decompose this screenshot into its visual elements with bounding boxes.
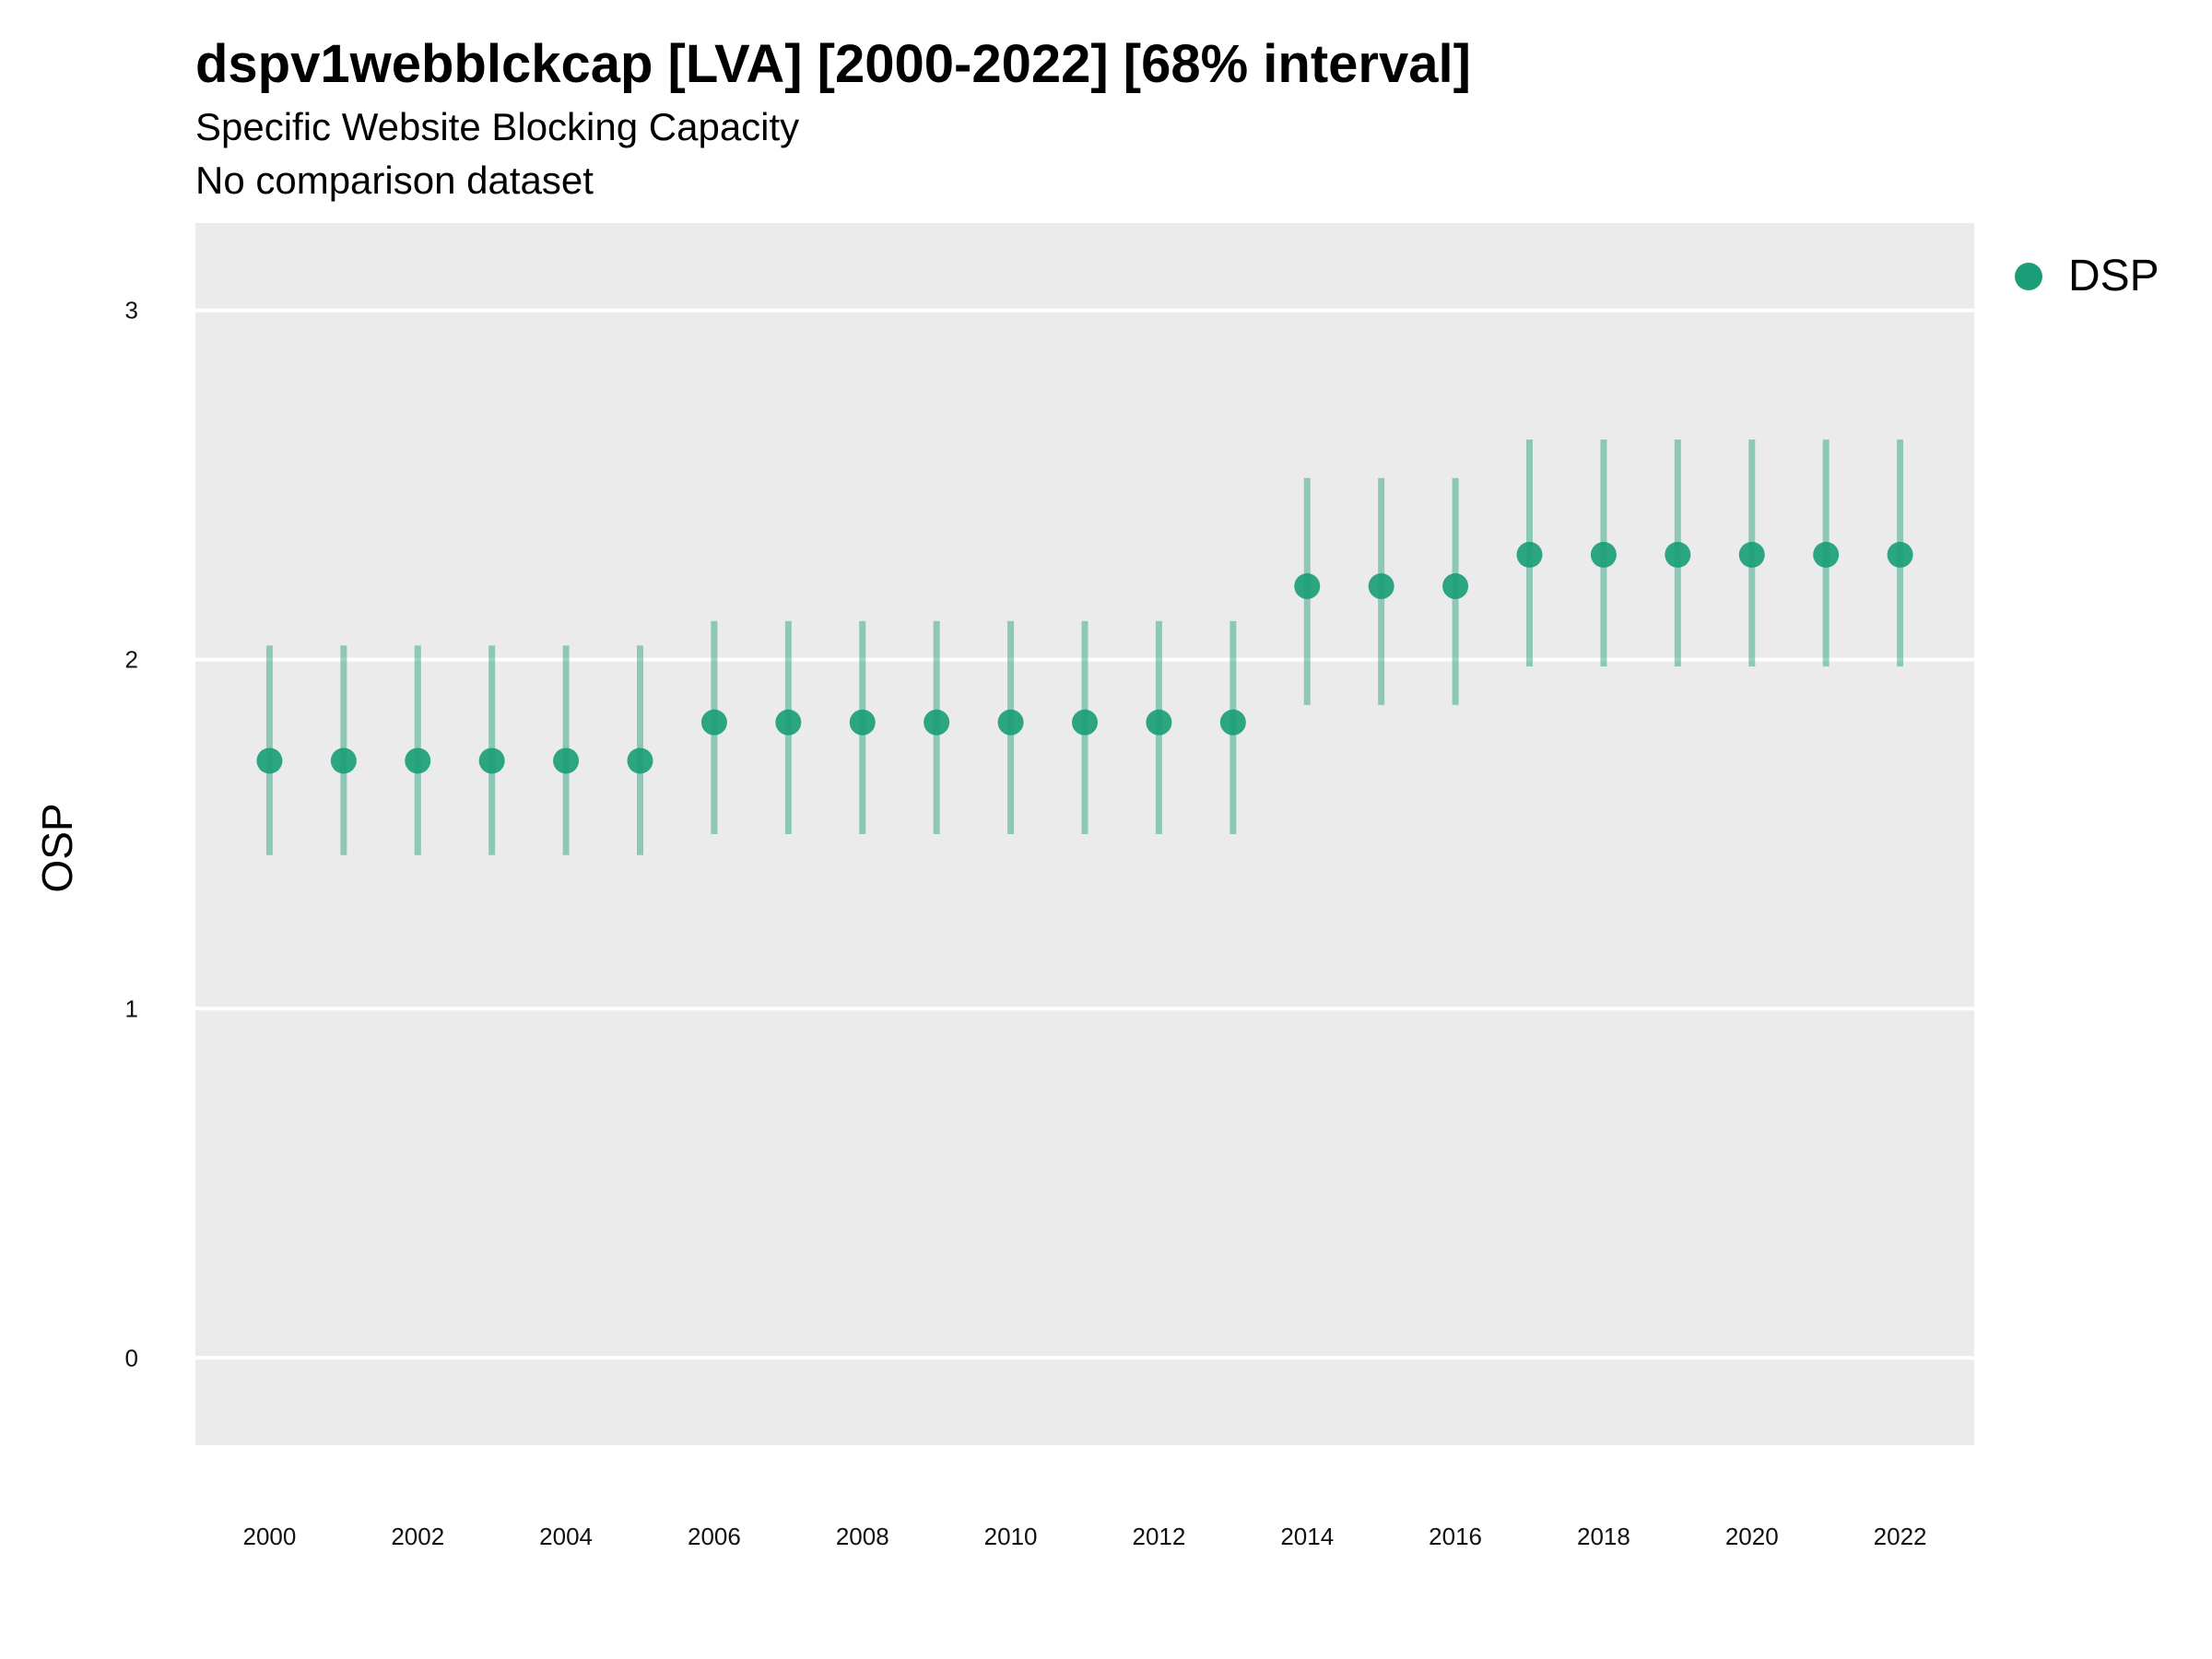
y-tick-labels: 0 1 2 3 xyxy=(125,297,138,1372)
data-point xyxy=(849,709,876,735)
gridlines xyxy=(195,308,1974,1360)
data-point xyxy=(1368,573,1394,600)
x-tick-label: 2008 xyxy=(836,1523,889,1550)
legend-label-dsp: DSP xyxy=(2068,252,2159,300)
x-tick-label: 2014 xyxy=(1280,1523,1334,1550)
data-point xyxy=(1590,541,1617,568)
chart-caption: No comparison dataset xyxy=(195,159,594,202)
x-tick-label: 2022 xyxy=(1874,1523,1927,1550)
data-point xyxy=(1813,541,1840,568)
x-tick-label: 2020 xyxy=(1725,1523,1779,1550)
x-tick-label: 2004 xyxy=(539,1523,593,1550)
legend-key-dsp xyxy=(2015,262,2042,290)
data-point xyxy=(627,747,653,774)
x-tick-label: 2002 xyxy=(391,1523,444,1550)
data-point xyxy=(1219,709,1246,735)
data-point xyxy=(1738,541,1765,568)
data-point xyxy=(1665,541,1691,568)
x-tick-label: 2018 xyxy=(1577,1523,1630,1550)
data-point xyxy=(405,747,431,774)
data-point xyxy=(1887,541,1913,568)
x-tick-label: 2006 xyxy=(688,1523,741,1550)
y-tick-label: 3 xyxy=(125,297,138,324)
y-tick-label: 1 xyxy=(125,994,138,1022)
data-point xyxy=(997,709,1024,735)
plot-panel xyxy=(195,223,1974,1445)
data-point xyxy=(478,747,505,774)
data-point xyxy=(553,747,580,774)
legend: DSP xyxy=(2015,251,2159,301)
y-tick-label: 2 xyxy=(125,646,138,674)
x-tick-label: 2012 xyxy=(1132,1523,1185,1550)
x-tick-label: 2016 xyxy=(1429,1523,1482,1550)
data-point xyxy=(1146,709,1172,735)
x-tick-labels: 2000 2002 2004 2006 2008 2010 2012 2014 2016 2018… xyxy=(242,1523,1926,1550)
data-point xyxy=(700,709,727,735)
data-points xyxy=(256,541,1913,774)
y-tick-label: 0 xyxy=(125,1344,138,1371)
data-point xyxy=(1442,573,1469,600)
data-point xyxy=(1294,573,1321,600)
data-point xyxy=(256,747,283,774)
data-point xyxy=(1516,541,1543,568)
x-tick-label: 2010 xyxy=(984,1523,1038,1550)
chart-title: dspv1webblckcap [LVA] [2000-2022] [68% i… xyxy=(195,34,1471,94)
data-point xyxy=(924,709,950,735)
x-tick-label: 2000 xyxy=(242,1523,296,1550)
data-point xyxy=(330,747,357,774)
data-point xyxy=(775,709,802,735)
chart-subtitle: Specific Website Blocking Capacity xyxy=(195,105,800,148)
data-point xyxy=(1072,709,1098,735)
